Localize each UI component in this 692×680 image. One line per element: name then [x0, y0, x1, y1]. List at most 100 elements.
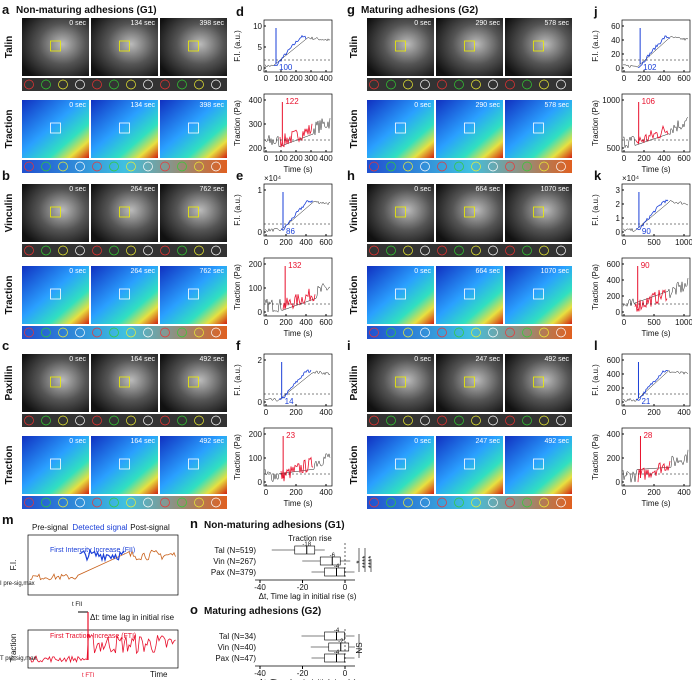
y-axis-label: F.I. (a.u.): [233, 194, 242, 226]
x-tick-label: 600: [677, 74, 691, 83]
track-circle: [211, 327, 221, 338]
axis-multiplier: ×10⁴: [622, 174, 640, 183]
roi-box: [533, 40, 544, 52]
panel-letter: b: [2, 168, 10, 183]
y-axis-label: Traction (Pa): [233, 100, 242, 146]
panel-letter: o: [190, 602, 198, 617]
micrograph: [436, 436, 503, 494]
signif-label: *: [355, 560, 364, 563]
trace: [622, 370, 689, 402]
track-circle: [160, 245, 170, 256]
trace-detected: [635, 199, 669, 231]
time-label: 0 sec: [414, 20, 431, 27]
track-circle: [539, 161, 549, 172]
roi-box: [533, 288, 544, 300]
roi-box: [188, 376, 199, 388]
track-circle: [41, 245, 51, 256]
y-axis-label: F.I.: [9, 560, 18, 571]
row-label: Traction: [4, 446, 15, 485]
x-tick-label: -40: [254, 583, 266, 592]
x-tick-label: 200: [289, 488, 303, 497]
track-circle: [58, 245, 68, 256]
micrograph: [22, 18, 89, 76]
time-label: 398 sec: [199, 20, 224, 27]
roi-box: [50, 40, 61, 52]
x-tick-label: 0: [264, 318, 269, 327]
track-circle: [58, 327, 68, 338]
x-tick-label: 400: [319, 154, 333, 163]
y-axis-label: F.I. (a.u.): [591, 194, 600, 226]
time-label: 492 sec: [199, 356, 224, 363]
time-label: 664 sec: [475, 268, 500, 275]
y-tick-label: 1: [258, 186, 263, 195]
track-circle: [194, 497, 204, 508]
box: [328, 642, 350, 652]
track-circle: [177, 245, 187, 256]
time-label: 247 sec: [475, 438, 500, 445]
x-tick-label: 200: [647, 488, 661, 497]
row-label: Tal (N=519): [214, 546, 256, 555]
row-label: Paxillin: [349, 365, 360, 400]
track-circle: [143, 161, 153, 172]
axes-box: [621, 353, 691, 407]
track-circle: [194, 327, 204, 338]
track-circle: [369, 245, 379, 256]
roi-box: [395, 376, 406, 388]
track-circle: [386, 245, 396, 256]
panel-letter: f: [236, 338, 241, 353]
y-axis-label: Traction (Pa): [591, 434, 600, 480]
track-circle: [488, 497, 498, 508]
x-tick-label: 0: [264, 408, 269, 417]
track-circle: [471, 245, 481, 256]
track-circle: [24, 161, 34, 172]
montage-strip: [22, 496, 227, 509]
x-tick-label: 0: [622, 74, 627, 83]
panel-letter: c: [2, 338, 9, 353]
time-label: 247 sec: [475, 356, 500, 363]
track-circle: [75, 415, 85, 426]
track-circle: [437, 245, 447, 256]
y-tick-label: 200: [249, 144, 263, 153]
y-tick-label: 0: [258, 64, 263, 73]
median-label: -4: [334, 650, 340, 656]
montage-strip: [22, 414, 227, 427]
roi-box: [50, 288, 61, 300]
axis-multiplier: ×10⁴: [264, 174, 282, 183]
signif-label: ****: [367, 556, 376, 568]
axes-box: [263, 353, 333, 407]
box: [324, 567, 345, 577]
track-circle: [194, 161, 204, 172]
track-circle: [92, 245, 102, 256]
track-circle: [92, 79, 102, 90]
track-circle: [160, 161, 170, 172]
x-axis-label: Time (s): [641, 165, 670, 174]
y-tick-label: 0: [616, 398, 621, 407]
track-circle: [58, 79, 68, 90]
track-circle: [41, 161, 51, 172]
track-circle: [539, 245, 549, 256]
track-circle: [488, 79, 498, 90]
trace: [622, 200, 689, 232]
annotation: t FII: [72, 602, 83, 608]
x-tick-label: 400: [657, 154, 671, 163]
track-circle: [109, 245, 119, 256]
track-circle: [437, 415, 447, 426]
track-circle: [41, 79, 51, 90]
track-circle: [539, 79, 549, 90]
y-axis-label: F.I. (a.u.): [233, 364, 242, 396]
roi-box: [188, 288, 199, 300]
row-label: Traction: [349, 110, 360, 149]
track-circle: [488, 161, 498, 172]
y-tick-label: 10: [253, 22, 262, 31]
trace: [622, 278, 689, 307]
marker-label: 132: [288, 261, 302, 270]
marker-label: 14: [285, 397, 294, 406]
panel-letter: i: [347, 338, 351, 353]
track-circle: [539, 497, 549, 508]
panel-letter: l: [594, 338, 598, 353]
track-circle: [41, 327, 51, 338]
axes-box: [263, 19, 333, 73]
x-axis-label: Time (s): [283, 499, 312, 508]
track-circle: [471, 161, 481, 172]
y-axis-label: Traction (Pa): [233, 264, 242, 310]
